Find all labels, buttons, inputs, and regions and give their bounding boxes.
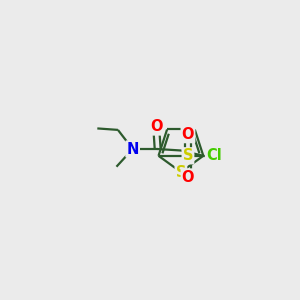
Text: O: O xyxy=(150,119,163,134)
Text: O: O xyxy=(182,127,194,142)
Text: Cl: Cl xyxy=(206,148,222,163)
Text: O: O xyxy=(182,169,194,184)
Text: S: S xyxy=(176,165,186,180)
Text: N: N xyxy=(127,142,139,157)
Text: S: S xyxy=(183,148,193,163)
